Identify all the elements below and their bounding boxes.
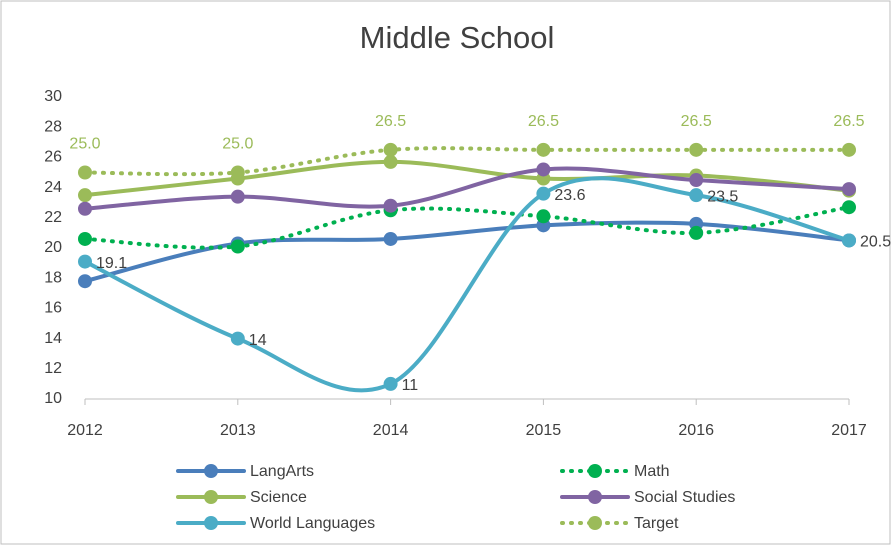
marker	[78, 231, 92, 246]
marker	[689, 225, 704, 240]
y-tick-label: 26	[44, 149, 62, 166]
legend-marker	[204, 516, 218, 530]
series-line	[83, 146, 851, 177]
series-line	[83, 205, 851, 250]
data-label: 26.5	[375, 113, 406, 130]
marker	[78, 201, 92, 216]
marker	[230, 165, 245, 180]
legend-label: Target	[634, 515, 679, 532]
legend-label: World Languages	[250, 515, 375, 532]
marker	[230, 331, 245, 346]
data-label: 26.5	[528, 113, 559, 130]
y-tick-label: 18	[44, 269, 62, 286]
series-line	[83, 159, 851, 198]
marker	[78, 188, 92, 203]
legend-marker	[204, 490, 218, 504]
legend-label: LangArts	[250, 463, 314, 480]
legend-label: Science	[250, 489, 307, 506]
data-label: 25.0	[69, 136, 100, 153]
marker	[689, 188, 704, 203]
marker	[689, 173, 704, 188]
marker	[383, 376, 398, 391]
legend-label: Social Studies	[634, 489, 735, 506]
data-label: 14	[249, 332, 267, 349]
data-label: 11	[402, 377, 419, 394]
marker	[78, 254, 92, 269]
marker	[383, 154, 398, 169]
marker	[230, 239, 245, 254]
legend-marker	[588, 490, 602, 504]
x-tick-label: 2013	[220, 422, 256, 439]
series-line	[83, 166, 851, 211]
y-tick-label: 30	[44, 88, 62, 105]
marker	[536, 162, 551, 177]
marker	[842, 233, 856, 248]
marker	[78, 274, 92, 289]
marker	[536, 209, 551, 224]
marker	[230, 189, 245, 204]
data-label: 25.0	[222, 136, 253, 153]
data-label: 26.5	[681, 113, 712, 130]
marker	[383, 198, 398, 213]
y-tick-label: 12	[44, 360, 62, 377]
marker	[689, 142, 704, 157]
data-label: 26.5	[833, 113, 864, 130]
y-tick-label: 20	[44, 239, 62, 256]
marker	[536, 142, 551, 157]
x-tick-label: 2017	[831, 422, 867, 439]
chart-title: Middle School	[360, 20, 555, 55]
x-tick-label: 2015	[526, 422, 562, 439]
y-tick-label: 16	[44, 300, 62, 317]
x-tick-label: 2014	[373, 422, 409, 439]
marker	[842, 200, 856, 215]
y-tick-label: 28	[44, 118, 62, 135]
legend-marker	[588, 516, 602, 530]
y-tick-label: 14	[44, 330, 62, 347]
marker	[536, 186, 551, 201]
legend-marker	[204, 464, 218, 478]
marker	[78, 165, 92, 180]
marker	[842, 182, 856, 197]
y-tick-label: 22	[44, 209, 62, 226]
x-tick-label: 2016	[678, 422, 714, 439]
marker	[842, 142, 856, 157]
legend-marker	[588, 464, 602, 478]
marker	[383, 142, 398, 157]
data-label: 20.5	[860, 234, 891, 251]
data-label: 23.5	[707, 188, 738, 205]
y-tick-label: 10	[44, 390, 62, 407]
data-label: 23.6	[554, 187, 585, 204]
legend-label: Math	[634, 463, 670, 480]
marker	[383, 231, 398, 246]
data-label: 19.1	[96, 255, 127, 272]
y-tick-label: 24	[44, 179, 62, 196]
x-tick-label: 2012	[67, 422, 103, 439]
